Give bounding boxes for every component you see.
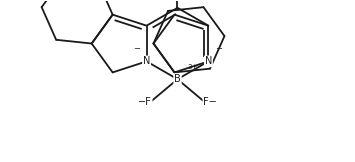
Text: −F: −F [138,97,152,107]
Text: −: − [133,45,140,53]
Text: N: N [143,56,150,66]
Text: N: N [205,56,212,66]
Text: −: − [215,45,222,53]
Text: F−: F− [203,97,217,107]
Text: B: B [174,74,181,84]
Text: 3+: 3+ [187,64,198,70]
